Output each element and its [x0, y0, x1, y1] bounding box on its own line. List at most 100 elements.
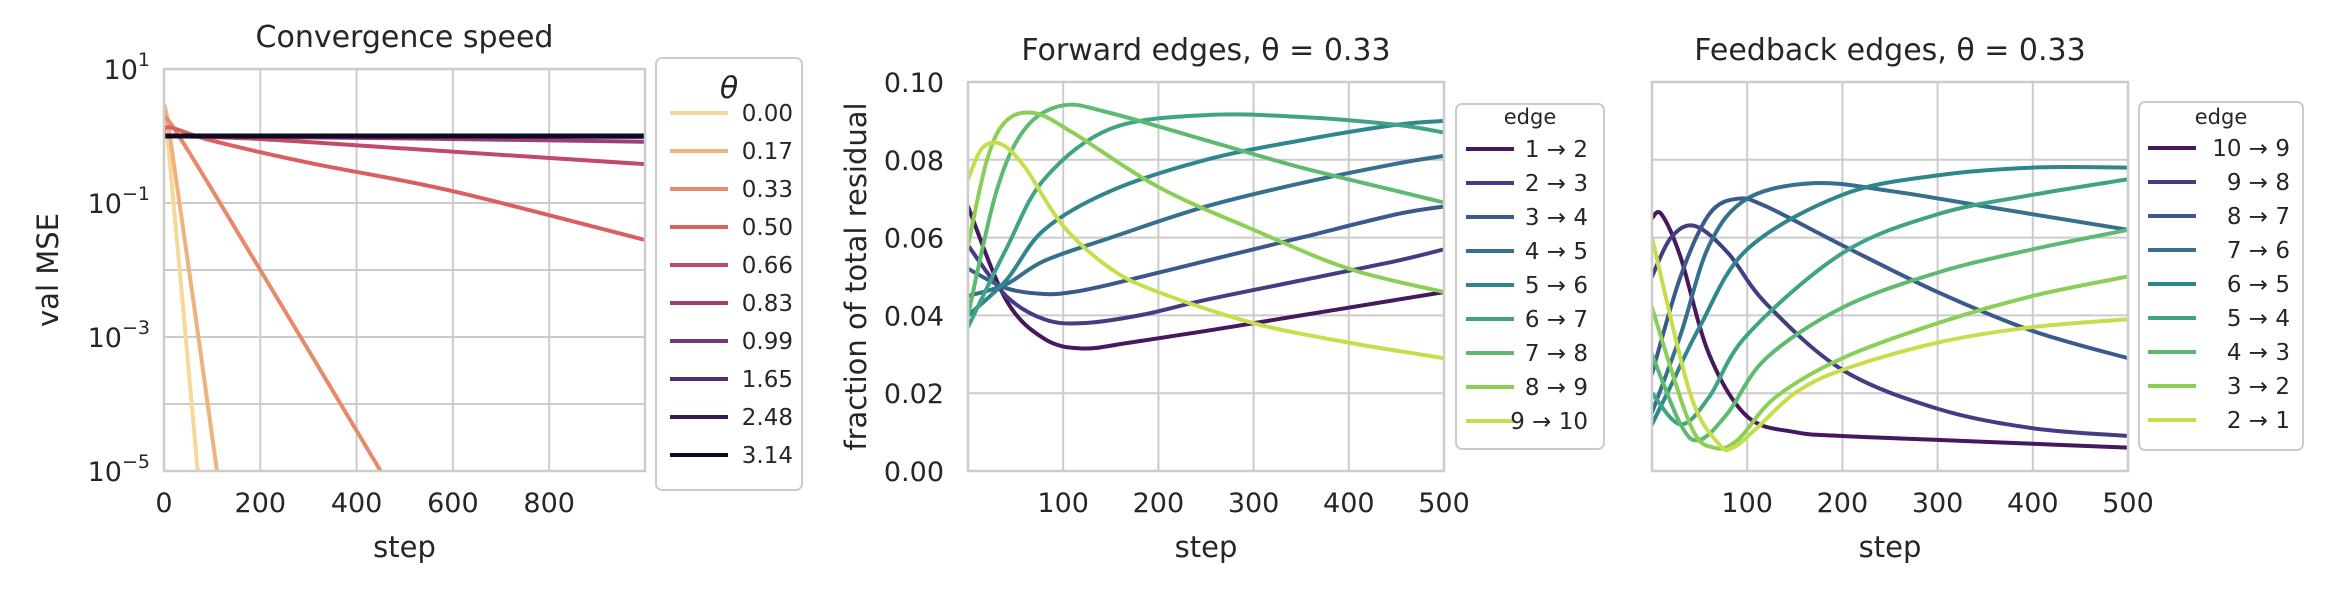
legend-label: 6 → 7	[1525, 307, 1588, 333]
series-lines	[164, 103, 645, 471]
legend-label: 1 → 2	[1525, 137, 1588, 163]
x-tick-label: 100	[1037, 488, 1089, 519]
x-tick-label: 400	[1323, 488, 1375, 519]
series-line-9	[1652, 235, 2128, 453]
grid-lines	[163, 68, 645, 472]
series-line-6	[968, 112, 1444, 330]
x-tick-label: 200	[1133, 488, 1185, 519]
y-tick-label: 101	[104, 49, 150, 86]
y-tick-label: 0.06	[884, 224, 944, 255]
chart-panel-2: 100 200 300 400 500 0.00 0.02 0.04 0.06 0.08 0.10 F…	[839, 33, 1605, 564]
x-tick-label: 200	[1817, 488, 1869, 519]
x-tick-label: 0	[155, 488, 172, 519]
legend-label: 3 → 2	[2227, 374, 2290, 400]
series-lines	[968, 102, 1444, 361]
legend-label: 5 → 6	[1525, 273, 1588, 299]
legend-box	[1455, 103, 1605, 450]
y-tick-label: 0.04	[884, 301, 944, 332]
legend-label: 0.33	[742, 177, 793, 203]
plot-frame	[1650, 80, 2130, 473]
series-line-3	[968, 204, 1444, 297]
x-tick-label: 500	[2102, 488, 2154, 519]
series-lines	[1652, 165, 2128, 453]
chart-title: Feedback edges, θ = 0.33	[1694, 33, 2085, 68]
legend-title: edge	[2195, 105, 2248, 129]
x-tick-label: 300	[1228, 488, 1280, 519]
series-line-4	[1652, 180, 2128, 415]
y-tick-label: 0.00	[884, 457, 944, 488]
series-line-2	[164, 103, 219, 471]
y-axis-label: val MSE	[31, 213, 65, 327]
legend-label: 8 → 7	[2227, 204, 2290, 230]
x-tick-label: 800	[523, 488, 575, 519]
legend-label: 2 → 1	[2227, 408, 2290, 434]
legend-label: 0.17	[742, 139, 793, 165]
series-line-4	[968, 153, 1444, 298]
legend-box	[655, 57, 803, 491]
series-line-8	[1652, 274, 2128, 451]
series-line-1	[1652, 210, 2128, 450]
series-line-3	[1652, 196, 2128, 376]
y-tick-label: 0.02	[884, 379, 944, 410]
legend-label: 0.99	[742, 329, 793, 355]
y-tick-label: 10−1	[88, 183, 150, 220]
series-line-9	[968, 140, 1444, 361]
legend-title: θ	[720, 71, 738, 106]
y-tick-label: 0.08	[884, 146, 944, 177]
plot-frame	[966, 80, 1446, 473]
legend-label: 2 → 3	[1525, 171, 1588, 197]
x-axis-label: step	[373, 530, 436, 564]
series-line-1	[968, 204, 1444, 351]
series-line-5	[968, 118, 1444, 318]
x-tick-label: 100	[1721, 488, 1773, 519]
series-line-7	[968, 102, 1444, 318]
chart-title: Convergence speed	[256, 20, 554, 55]
legend-label: 7 → 6	[2227, 238, 2290, 264]
x-tick-label: 400	[2007, 488, 2059, 519]
series-line-2	[968, 243, 1444, 326]
legend-label: 0.00	[742, 101, 793, 127]
x-tick-label: 300	[1912, 488, 1964, 519]
legend-label: 0.50	[742, 215, 793, 241]
legend: θ0.00 0.17 0.33 0.50 0.66 0.83 0.99 1.65 2.48 3.1…	[655, 57, 803, 491]
x-axis-label: step	[1859, 530, 1922, 564]
legend-label: 10 → 9	[2212, 136, 2290, 162]
legend-label: 9 → 10	[1510, 409, 1588, 435]
series-line-4	[164, 125, 645, 243]
legend: edge 10 → 9 9 → 8 8 → 7 7 → 6 6 → 5 5 → 4 4 → 3…	[2138, 101, 2304, 451]
legend-label: 0.66	[742, 253, 793, 279]
series-line-3	[164, 113, 383, 471]
y-axis-label: fraction of total residual	[839, 102, 873, 450]
legend-label: 8 → 9	[1525, 375, 1588, 401]
series-line-2	[1652, 223, 2128, 438]
legend-label: 0.83	[742, 291, 793, 317]
legend-label: 4 → 5	[1525, 239, 1588, 265]
x-tick-label: 500	[1418, 488, 1470, 519]
y-tick-label: 10−3	[88, 317, 150, 354]
x-axis-label: step	[1175, 530, 1238, 564]
legend-label: 4 → 3	[2227, 340, 2290, 366]
chart-title: Forward edges, θ = 0.33	[1021, 33, 1390, 68]
legend-label: 7 → 8	[1525, 341, 1588, 367]
legend-box	[2138, 101, 2304, 451]
legend-label: 1.65	[742, 367, 793, 393]
plot-frame	[162, 67, 647, 473]
legend-label: 6 → 5	[2227, 272, 2290, 298]
series-line-7	[1652, 227, 2128, 443]
legend-label: 9 → 8	[2227, 170, 2290, 196]
legend-label: 3 → 4	[1525, 205, 1588, 231]
x-tick-label: 600	[427, 488, 479, 519]
series-line-1	[164, 105, 200, 471]
y-tick-label: 10−5	[88, 451, 150, 488]
chart-panel-1: 0 200 400 600 800 101 10−1 10−3 10−5 Convergence …	[31, 20, 803, 564]
chart-panel-3: 100 200 300 400 500 Feedback edges, θ = 0.33 s…	[1650, 33, 2304, 564]
legend-label: 3.14	[742, 443, 793, 469]
legend: edge 1 → 2 2 → 3 3 → 4 4 → 5 5 → 6 6 → 7 7 → 8 8…	[1455, 103, 1605, 450]
y-tick-label: 0.10	[884, 68, 944, 99]
legend-title: edge	[1504, 105, 1557, 129]
x-tick-label: 200	[235, 488, 287, 519]
legend-label: 2.48	[742, 405, 793, 431]
x-tick-label: 400	[331, 488, 383, 519]
series-line-5	[1652, 165, 2128, 427]
